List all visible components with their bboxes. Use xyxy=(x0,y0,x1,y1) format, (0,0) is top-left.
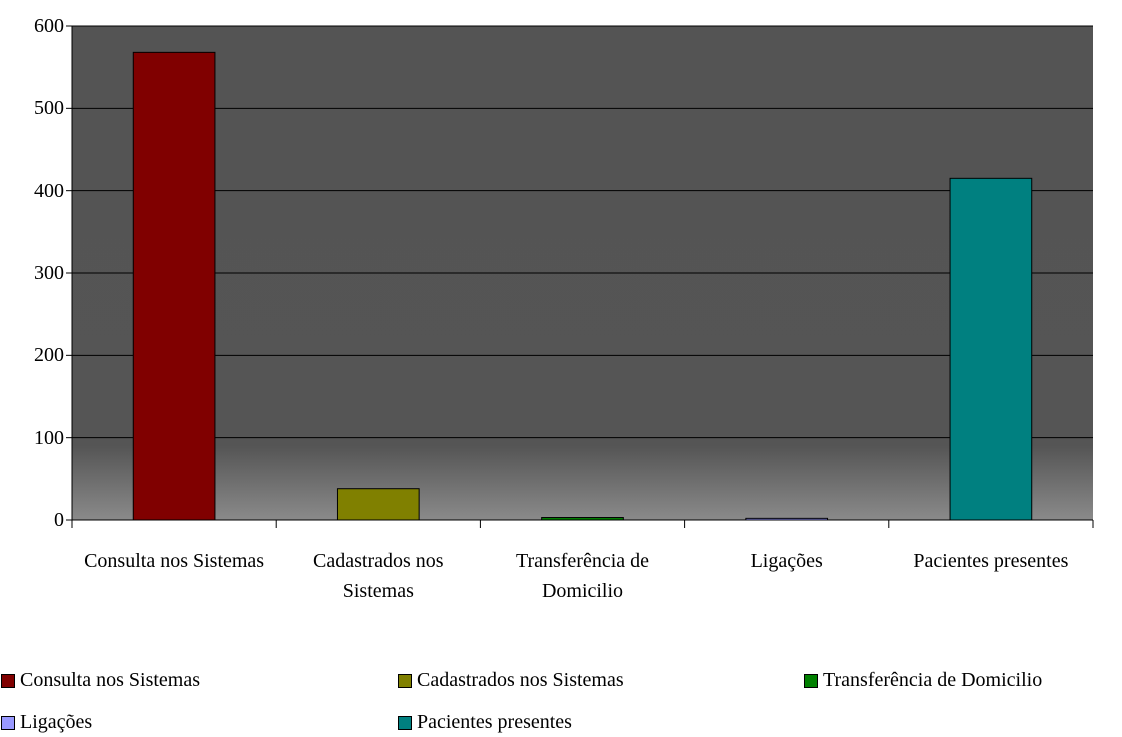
legend-swatch xyxy=(804,674,818,688)
legend-label: Cadastrados nos Sistemas xyxy=(417,669,624,691)
legend-swatch xyxy=(1,674,15,688)
legend-label: Transferência de Domicilio xyxy=(823,669,1043,691)
legend-swatch xyxy=(1,716,15,730)
x-tick-label: Pacientes presentes xyxy=(913,550,1069,572)
x-tick-label: Cadastrados nos Sistemas xyxy=(313,550,444,602)
y-tick-label: 0 xyxy=(54,509,64,531)
bar xyxy=(336,488,420,521)
legend-label: Consulta nos Sistemas xyxy=(20,669,201,691)
y-tick-label: 500 xyxy=(34,97,64,120)
bar xyxy=(949,177,1033,521)
x-tick-label: Consulta nos Sistemas xyxy=(84,550,265,572)
y-tick-label: 300 xyxy=(34,262,64,284)
legend-swatch xyxy=(398,674,412,688)
bar xyxy=(132,51,216,521)
y-tick-label: 100 xyxy=(34,426,64,449)
y-tick-label: 200 xyxy=(34,344,64,367)
y-tick-label: 400 xyxy=(34,179,64,202)
x-tick-label: Transferência de Domicilio xyxy=(515,550,650,602)
y-tick-label: 600 xyxy=(34,15,64,37)
legend-label: Pacientes presentes xyxy=(417,711,572,733)
legend-label: Ligações xyxy=(20,711,93,733)
x-tick-label: Ligações xyxy=(750,550,823,572)
legend-swatch xyxy=(398,716,412,730)
